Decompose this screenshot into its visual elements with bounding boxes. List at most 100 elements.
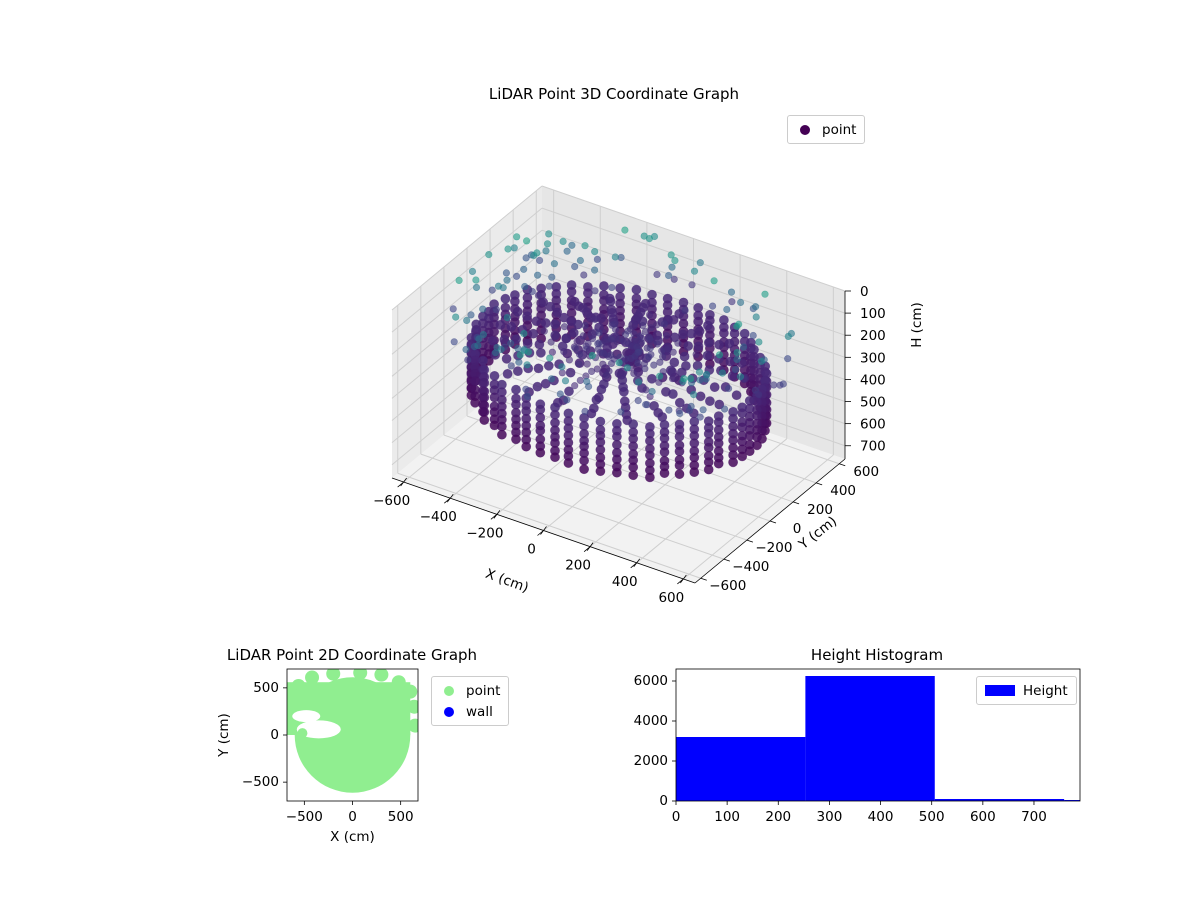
data-point <box>733 355 741 364</box>
scatter2d-points <box>287 669 418 793</box>
empty-gap <box>292 710 321 723</box>
y-axis-label: Y (cm) <box>795 513 840 553</box>
data-point <box>588 351 596 360</box>
data-point <box>645 472 655 483</box>
data-point <box>588 335 597 343</box>
data-point <box>528 328 539 339</box>
data-point <box>702 350 713 361</box>
data-point <box>287 699 297 714</box>
data-point <box>501 353 512 364</box>
data-point <box>728 298 736 306</box>
data-point <box>536 347 546 358</box>
data-point <box>524 348 533 356</box>
y-tick-label: 6000 <box>634 673 668 689</box>
data-point <box>575 350 584 359</box>
data-point <box>485 251 493 259</box>
data-point <box>297 728 308 739</box>
data-point <box>566 286 577 297</box>
data-point <box>714 399 725 410</box>
data-point <box>568 241 576 249</box>
data-point <box>689 467 700 477</box>
data-point <box>489 370 500 381</box>
x-tick-label: 500 <box>388 809 414 825</box>
data-point <box>646 344 654 352</box>
data-point <box>641 365 649 373</box>
y-tick-label: 0 <box>270 727 279 743</box>
data-point <box>731 365 740 374</box>
data-point <box>784 355 792 363</box>
x-tick-label: −200 <box>466 525 503 541</box>
data-point <box>503 314 511 322</box>
histogram-bar <box>1064 800 1080 801</box>
data-point <box>779 380 787 388</box>
data-point <box>472 276 480 284</box>
data-point <box>736 298 745 307</box>
data-point <box>559 237 567 245</box>
data-point <box>563 396 571 404</box>
data-point <box>565 367 576 378</box>
data-point <box>599 360 607 368</box>
z-axis-label: H (cm) <box>909 302 925 348</box>
data-point <box>593 255 602 264</box>
data-point <box>522 237 531 245</box>
data-point <box>667 251 675 259</box>
data-point <box>719 328 729 338</box>
data-point <box>705 396 715 406</box>
data-point <box>488 286 496 294</box>
data-point <box>693 341 704 352</box>
data-point <box>403 684 418 699</box>
data-point <box>695 391 706 402</box>
data-point <box>612 431 622 442</box>
data-point <box>695 368 704 376</box>
y-tick-label: 600 <box>853 464 879 480</box>
data-point <box>733 322 741 330</box>
histogram-axes-frame <box>675 668 1081 802</box>
data-point <box>550 319 560 330</box>
data-point <box>641 327 650 336</box>
data-point <box>688 281 696 289</box>
data-point <box>680 375 688 383</box>
data-point <box>305 670 320 685</box>
legend-label: wall <box>466 703 493 720</box>
y-tick-label: −500 <box>242 774 279 790</box>
data-point <box>550 260 559 268</box>
data-point <box>462 345 470 354</box>
data-point <box>630 369 638 378</box>
data-point <box>492 306 500 314</box>
data-point <box>511 434 521 445</box>
y-tick <box>700 577 707 581</box>
grid-line-z <box>391 229 543 355</box>
data-point <box>615 359 623 367</box>
scatter3d-legend: point <box>787 115 866 144</box>
data-point <box>642 401 650 409</box>
data-point <box>623 364 631 372</box>
data-point <box>628 470 639 481</box>
data-point <box>576 376 584 385</box>
data-point <box>784 332 792 341</box>
data-point <box>724 338 735 349</box>
data-point <box>565 356 574 364</box>
data-point <box>522 338 533 349</box>
data-point <box>679 351 690 362</box>
data-point <box>511 334 521 345</box>
data-point <box>543 240 552 248</box>
data-point <box>353 669 368 680</box>
data-point <box>676 409 684 418</box>
data-point <box>535 256 544 265</box>
data-point <box>686 374 695 383</box>
data-point <box>581 407 589 416</box>
data-point <box>545 301 556 312</box>
data-point <box>699 406 707 414</box>
data-point <box>579 464 589 475</box>
data-point <box>595 416 606 427</box>
data-point <box>757 357 766 365</box>
legend-entry-wall: wall <box>440 701 500 722</box>
legend-label: point <box>822 121 857 138</box>
x-tick-label: 600 <box>658 590 684 606</box>
data-point <box>583 288 593 298</box>
data-point <box>736 373 745 381</box>
data-point <box>687 402 695 411</box>
data-point <box>502 269 511 277</box>
data-point <box>664 271 673 280</box>
data-point <box>674 460 685 471</box>
